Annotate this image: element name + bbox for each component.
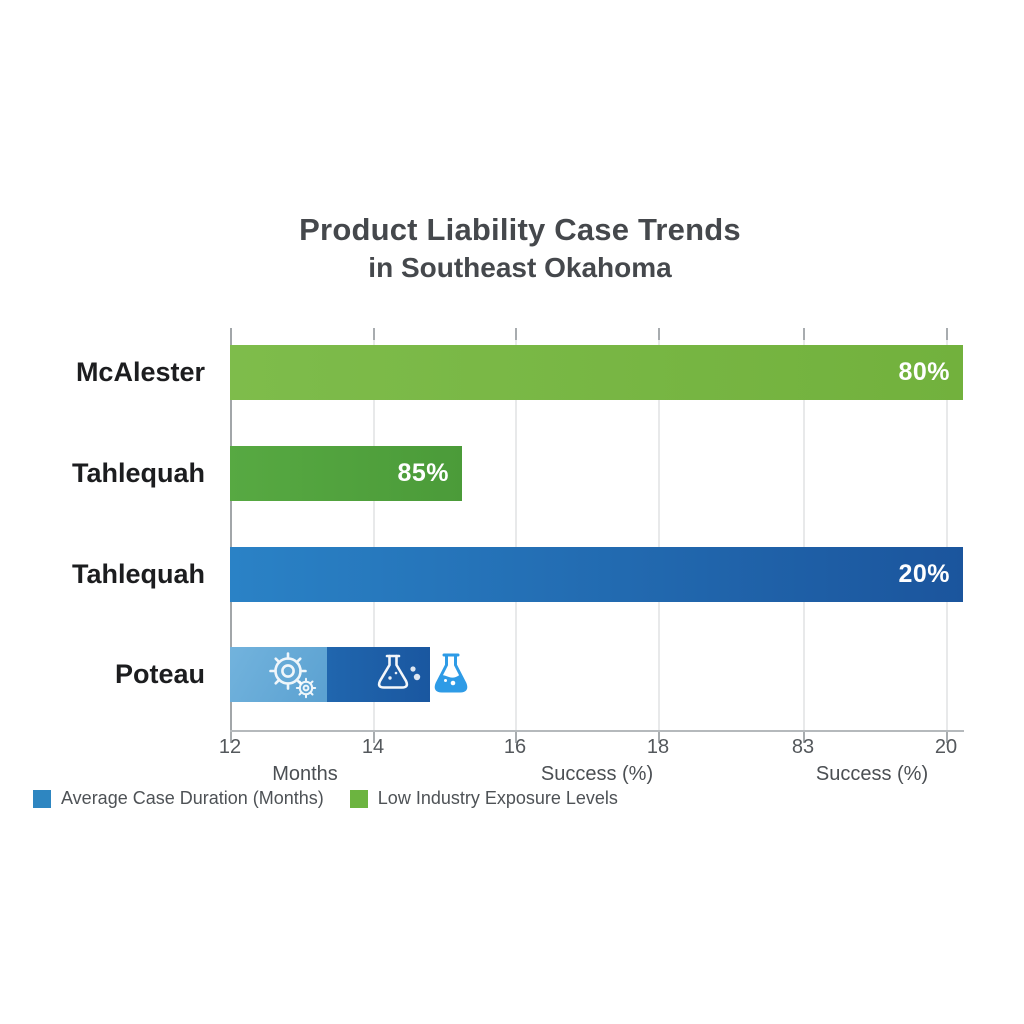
x-tick-label: 18	[646, 736, 670, 758]
bar-value-label: 85%	[397, 459, 449, 487]
bar-tahlequah-1: 85%	[230, 446, 462, 501]
axis-tick-bottom	[373, 732, 375, 743]
gears-icon	[269, 652, 317, 699]
flask-icon	[377, 654, 421, 689]
flask-filled-icon	[434, 653, 468, 693]
axis-tick-top	[373, 328, 375, 340]
axis-tick-top	[946, 328, 948, 340]
legend-item-duration: Average Case Duration (Months)	[33, 788, 324, 809]
bar-segment-dark-blue	[327, 647, 430, 702]
x-axis-line	[230, 730, 964, 732]
legend-item-exposure: Low Industry Exposure Levels	[349, 788, 618, 809]
legend-label: Low Industry Exposure Levels	[377, 788, 618, 808]
legend-swatch-blue	[33, 789, 51, 808]
bar-mcalester: 80%	[230, 345, 963, 400]
chart-title: Product Liability Case Trends	[299, 212, 741, 247]
category-label-tahlequah-1: Tahlequah	[71, 458, 205, 488]
x-axis-caption-months: Months	[272, 763, 338, 785]
category-label-poteau: Poteau	[114, 659, 205, 689]
legend: Average Case Duration (Months) Low Indus…	[33, 788, 618, 809]
x-tick-label: 12	[218, 736, 242, 758]
bar-tahlequah-2: 20%	[230, 547, 963, 602]
legend-label: Average Case Duration (Months)	[61, 788, 324, 808]
axis-tick-top	[658, 328, 660, 340]
axis-tick-bottom	[803, 732, 805, 743]
legend-swatch-green	[349, 789, 368, 808]
x-tick-label: 16	[503, 736, 527, 758]
gridline	[658, 328, 660, 730]
gridline	[515, 328, 517, 730]
axis-tick-bottom	[946, 732, 948, 743]
axis-tick-bottom	[658, 732, 660, 743]
axis-tick-top	[515, 328, 517, 340]
gridline	[373, 328, 375, 730]
category-label-tahlequah-2: Tahlequah	[71, 559, 205, 589]
x-axis-caption-success-1: Success (%)	[540, 763, 654, 785]
x-tick-label: 83	[791, 736, 815, 758]
x-tick-label: 14	[361, 736, 385, 758]
gridline	[803, 328, 805, 730]
axis-tick-bottom	[230, 732, 232, 743]
chart-subtitle: in Southeast Okahoma	[368, 252, 672, 283]
category-label-mcalester: McAlester	[75, 357, 205, 387]
axis-tick-top	[803, 328, 805, 340]
y-axis-line	[230, 328, 232, 730]
x-axis-caption-success-2: Success (%)	[815, 763, 929, 785]
axis-tick-bottom	[515, 732, 517, 743]
plot-area: 80% 85% 20%	[230, 328, 964, 743]
x-tick-label: 20	[934, 736, 958, 758]
gridline	[946, 328, 948, 730]
chart-title-block: Product Liability Case Trends in Southea…	[16, 212, 1024, 284]
bar-value-label: 20%	[898, 560, 950, 588]
bar-value-label: 80%	[898, 358, 950, 386]
bar-poteau	[230, 647, 963, 702]
